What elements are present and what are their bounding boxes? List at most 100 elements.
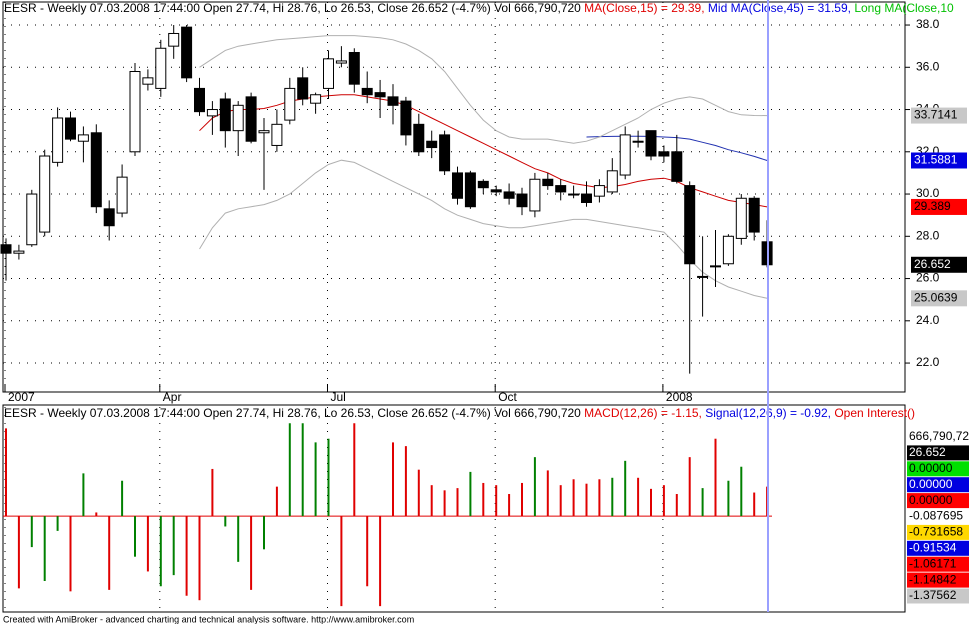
value-tag	[907, 588, 969, 604]
candle-body	[0, 244, 12, 254]
value-tag	[907, 429, 969, 445]
footer: Created with AmiBroker - advanced charti…	[3, 614, 414, 624]
candle-body	[361, 87, 373, 96]
price-tag	[911, 152, 967, 169]
candle-body	[555, 185, 567, 193]
value-tag	[907, 493, 969, 509]
value-tag	[907, 524, 969, 540]
value-tag-label: -0.731658	[909, 525, 963, 539]
y-tick-label: 26.0	[916, 271, 940, 285]
value-tag-label: -1.37562	[909, 588, 957, 602]
value-tag-label: 0.00000	[909, 493, 953, 507]
candle-body	[39, 155, 51, 233]
header-part: Open Interest()	[834, 406, 915, 420]
candle-body	[284, 87, 296, 121]
value-tag-label: -0.91534	[909, 540, 957, 554]
price-tag-label: 33.7141	[914, 108, 958, 122]
candle-body	[65, 117, 76, 140]
candle-body	[52, 117, 64, 163]
candle-body	[413, 123, 425, 153]
x-tick-label: Apr	[163, 390, 182, 404]
value-tag	[907, 477, 969, 493]
x-tick-label: 2008	[666, 390, 693, 404]
candle-body	[13, 250, 25, 254]
value-tag	[907, 509, 969, 524]
candle-body	[387, 96, 399, 106]
candle-body	[658, 151, 670, 157]
candle-body	[90, 132, 102, 208]
candle-body	[542, 178, 554, 187]
value-tag-label: -1.06171	[909, 556, 957, 570]
value-tag-label: 0.00000	[909, 461, 953, 475]
candle-body	[271, 123, 283, 146]
header: EESR - Weekly 07.03.2008 17:44:00 Open 2…	[4, 1, 954, 15]
price-tag	[911, 290, 967, 307]
candle-body	[477, 180, 489, 189]
candle-body	[748, 197, 760, 233]
price-tag	[911, 256, 967, 273]
candle-body	[103, 208, 115, 227]
candle-body	[245, 96, 257, 142]
candle-body	[426, 140, 438, 149]
candle-body	[710, 265, 721, 268]
price-tag	[911, 107, 967, 124]
candle-body	[490, 189, 502, 193]
candle-body	[116, 176, 128, 214]
value-tag	[907, 461, 969, 477]
price-tag-label: 29.389	[914, 199, 951, 213]
header-part: Mid MA(Close,45) = 31.59,	[708, 1, 854, 15]
candle-body	[77, 134, 89, 142]
candle-body	[168, 32, 180, 47]
macd-pane	[2, 404, 906, 613]
candle-body	[516, 193, 528, 208]
candle-body	[722, 235, 734, 265]
candle-body	[632, 140, 644, 143]
candle-body	[400, 100, 412, 136]
candle-body	[142, 77, 154, 85]
candle-body	[684, 185, 696, 265]
y-tick-label: 38.0	[916, 17, 940, 31]
y-tick-label: 36.0	[916, 59, 940, 73]
price-tag	[911, 198, 967, 215]
value-tag	[907, 572, 969, 588]
y-tick-label: 30.0	[916, 186, 940, 200]
candle-body	[206, 109, 218, 117]
candle-body	[323, 58, 334, 89]
candle-body	[452, 172, 463, 199]
value-tag-label: 0.00000	[909, 477, 953, 491]
x-tick-label: 2007	[8, 390, 35, 404]
header-part: Long MA(Close,10	[854, 1, 954, 15]
x-tick-label: Oct	[498, 390, 517, 404]
value-tag-label: 26.652	[909, 445, 946, 459]
value-tag-label: -0.087695	[909, 509, 963, 523]
candle-body	[219, 98, 231, 132]
candle-body	[335, 60, 347, 64]
candle-body	[348, 51, 360, 85]
indicator-line	[199, 35, 768, 144]
header-part: MA(Close,15) = 29.39,	[584, 1, 708, 15]
candle-body	[232, 104, 244, 132]
candle-body	[374, 92, 386, 98]
candle-body	[464, 172, 476, 208]
candle-body	[129, 71, 141, 153]
candle-body	[593, 185, 605, 197]
price-pane	[2, 1, 906, 393]
y-tick-label: 24.0	[916, 313, 940, 327]
candle-body	[194, 87, 205, 113]
candle-body	[155, 47, 167, 89]
candle-body	[645, 130, 657, 157]
candle-body	[568, 193, 580, 196]
candle-body	[439, 134, 451, 172]
header: EESR - Weekly 07.03.2008 17:44:00 Open 2…	[4, 406, 915, 420]
candle-body	[258, 130, 270, 134]
price-tag-label: 26.652	[914, 257, 951, 271]
x-tick-label: Jul	[331, 390, 346, 404]
value-tag-label: 666,790,72	[909, 429, 969, 443]
candle-body	[606, 170, 618, 193]
y-tick-label: 22.0	[916, 355, 940, 369]
price-tag-label: 25.0639	[914, 290, 958, 304]
indicator-line	[199, 159, 768, 299]
candle-body	[671, 151, 683, 182]
